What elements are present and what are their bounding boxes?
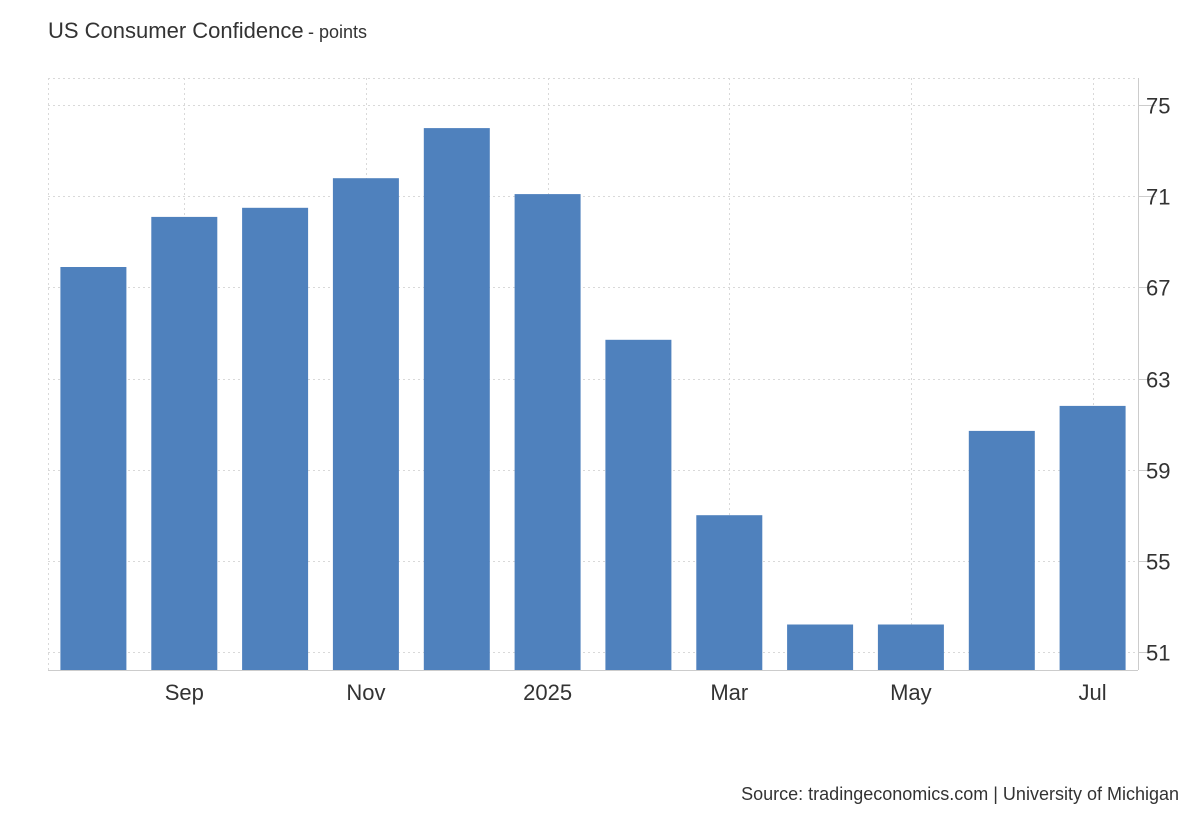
- bar-2024-08: [60, 267, 127, 670]
- axis-layer: [48, 78, 1156, 671]
- bar-2024-11: [332, 178, 399, 670]
- x-tick-label: Jul: [1079, 680, 1107, 705]
- bars-layer: [60, 128, 1126, 671]
- chart-header: US Consumer Confidence - points: [48, 18, 367, 44]
- bar-2025-03: [696, 515, 763, 670]
- source-credit: Source: tradingeconomics.com | Universit…: [741, 784, 1179, 804]
- bar-2025-06: [968, 430, 1035, 670]
- x-tick-label: May: [890, 680, 932, 705]
- bar-2025-05: [877, 624, 944, 670]
- bar-2025-07: [1059, 405, 1126, 670]
- y-tick-label: 63: [1146, 368, 1170, 393]
- bar-2024-12: [423, 128, 490, 671]
- chart-unit: - points: [308, 22, 368, 42]
- y-tick-label: 75: [1146, 94, 1170, 119]
- x-tick-label: 2025: [523, 680, 572, 705]
- y-tick-label: 55: [1146, 550, 1170, 575]
- bar-2024-09: [151, 216, 218, 670]
- y-tick-label: 51: [1146, 641, 1170, 666]
- y-tick-label: 59: [1146, 459, 1170, 484]
- bar-2025-01: [514, 194, 581, 670]
- x-tick-label: Sep: [165, 680, 204, 705]
- bar-2025-02: [605, 339, 672, 670]
- y-tick-label: 67: [1146, 276, 1170, 301]
- labels-layer: 51 55 59 63 67 71 75 Sep Nov 2025 Mar May Jul: [165, 94, 1171, 706]
- bar-2024-10: [242, 207, 309, 671]
- chart-title: US Consumer Confidence: [48, 18, 304, 43]
- bar-2025-04: [787, 624, 854, 670]
- x-tick-label: Nov: [346, 680, 385, 705]
- x-tick-label: Mar: [710, 680, 748, 705]
- y-tick-label: 71: [1146, 185, 1170, 210]
